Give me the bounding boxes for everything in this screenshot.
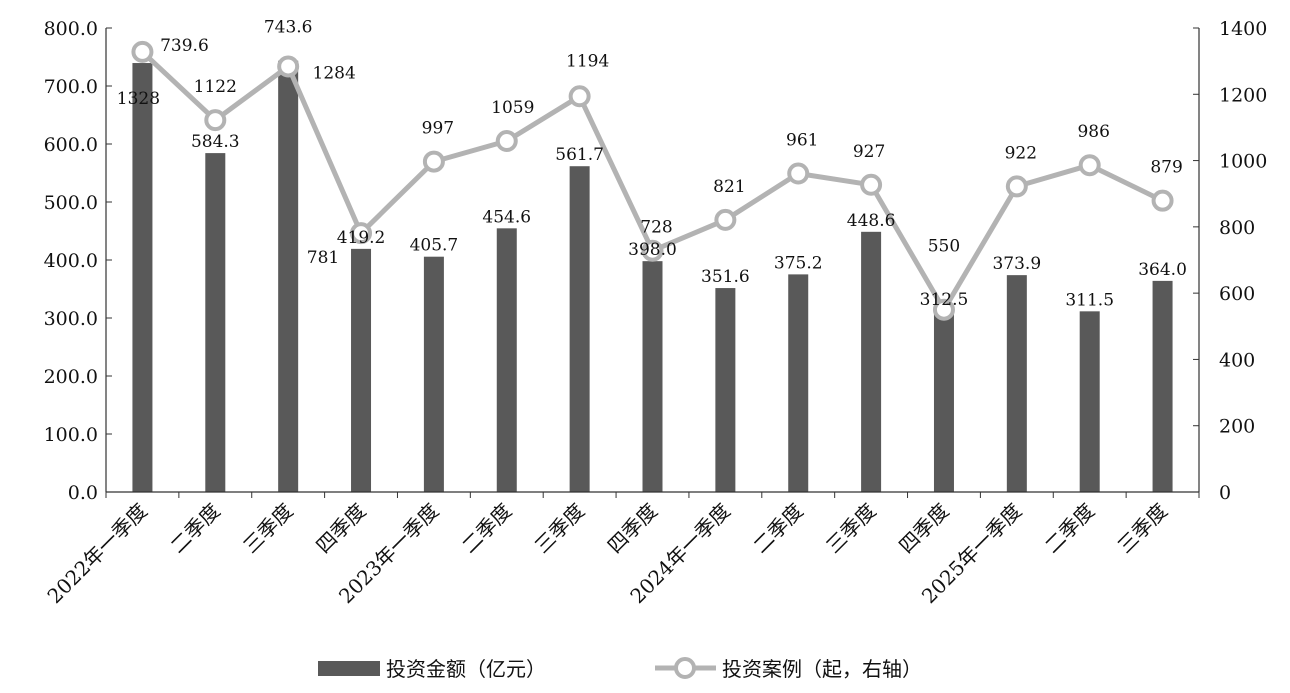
bar <box>569 166 590 493</box>
y-left-tick-label: 500.0 <box>44 192 98 214</box>
bar <box>132 63 153 492</box>
line-value-label: 1194 <box>566 51 609 71</box>
legend-line-label: 投资案例（起，右轴） <box>722 657 922 681</box>
bar <box>642 261 663 492</box>
y-right-tick-label: 1200 <box>1219 84 1267 106</box>
y-left-tick-label: 100.0 <box>44 424 98 446</box>
bar-value-label: 375.2 <box>774 253 823 273</box>
bar <box>496 228 517 492</box>
line-value-label: 728 <box>640 218 672 238</box>
line-value-label: 961 <box>786 130 818 150</box>
y-right-tick-label: 0 <box>1219 482 1231 504</box>
bar-value-label: 351.6 <box>701 267 750 287</box>
y-right-tick-label: 800 <box>1219 217 1255 239</box>
line-point <box>1151 189 1174 212</box>
bar <box>861 231 882 492</box>
y-right-tick-label: 600 <box>1219 283 1255 305</box>
x-tick-label: 二季度 <box>457 499 516 558</box>
bar-value-label: 584.3 <box>191 132 240 152</box>
x-tick-label: 四季度 <box>311 499 370 558</box>
legend: 投资金额（亿元） 投资案例（起，右轴） <box>318 657 922 681</box>
line-point <box>1005 175 1028 198</box>
bar-value-label: 743.6 <box>264 18 313 38</box>
line-value-label: 1059 <box>491 98 534 118</box>
line-point <box>860 173 883 196</box>
y-left-tick-label: 600.0 <box>44 134 98 156</box>
y-left-tick-label: 700.0 <box>44 76 98 98</box>
bar <box>205 153 226 492</box>
bar-value-label: 454.6 <box>482 207 531 227</box>
legend-bar-swatch <box>318 661 380 676</box>
x-tick-label: 四季度 <box>603 499 662 558</box>
bar <box>351 248 372 492</box>
bar-value-label: 419.2 <box>337 228 386 248</box>
bar-value-label: 448.6 <box>847 211 896 231</box>
legend-bar-label: 投资金额（亿元） <box>386 657 546 681</box>
bar <box>423 256 444 492</box>
line-value-label: 1122 <box>194 77 237 97</box>
line-point <box>204 109 227 132</box>
bar <box>278 60 299 492</box>
bar-value-label: 398.0 <box>628 240 677 260</box>
y-left-tick-label: 0.0 <box>68 482 98 504</box>
bar <box>788 274 809 492</box>
line-value-label: 781 <box>307 248 339 268</box>
y-left-tick-label: 800.0 <box>44 18 98 40</box>
x-tick-label: 三季度 <box>1113 499 1172 558</box>
bar-value-label: 373.9 <box>992 254 1041 274</box>
bar-value-label: 561.7 <box>555 145 604 165</box>
x-tick-label: 三季度 <box>530 499 589 558</box>
bar-value-label: 405.7 <box>410 236 459 256</box>
bar <box>715 288 736 492</box>
bar-value-label: 311.5 <box>1065 290 1114 310</box>
line-point <box>787 162 810 185</box>
x-tick-label: 三季度 <box>238 499 297 558</box>
line-value-label: 879 <box>1150 158 1182 178</box>
line-point <box>495 130 518 153</box>
y-right-tick-label: 1400 <box>1219 18 1267 40</box>
bar <box>1006 275 1027 492</box>
line-point <box>131 40 154 63</box>
x-tick-label: 二季度 <box>748 499 807 558</box>
x-tick-label: 四季度 <box>894 499 953 558</box>
line-layer <box>131 40 1174 321</box>
x-tick-label: 2022年一季度 <box>42 499 152 609</box>
y-right-tick-label: 400 <box>1219 349 1255 371</box>
line-point <box>1078 154 1101 177</box>
bar-value-label: 739.6 <box>160 36 209 56</box>
y-right-tick-label: 1000 <box>1219 151 1267 173</box>
bars-layer <box>132 60 1173 493</box>
line-value-label: 821 <box>713 177 745 197</box>
legend-line-marker <box>674 657 696 679</box>
line-value-label: 1284 <box>313 63 356 83</box>
line-value-label: 1328 <box>117 89 160 109</box>
line-point <box>422 150 445 173</box>
x-tick-label: 三季度 <box>821 499 880 558</box>
y-left-tick-label: 400.0 <box>44 250 98 272</box>
labels-layer: 739.6 584.3 743.6 419.2 405.7 454.6 561.7 398.0… <box>117 18 1187 311</box>
line-point <box>714 208 737 231</box>
line-point <box>277 55 300 78</box>
line-value-label: 927 <box>853 142 885 162</box>
x-tick-label: 二季度 <box>1040 499 1099 558</box>
line-point <box>641 239 664 262</box>
line-value-label: 922 <box>1005 143 1037 163</box>
line-point <box>568 85 591 108</box>
bar <box>1079 311 1100 492</box>
x-tick-label: 二季度 <box>165 499 224 558</box>
line-value-label: 986 <box>1077 122 1109 142</box>
y-right-tick-label: 200 <box>1219 416 1255 438</box>
line-value-label: 997 <box>422 119 454 139</box>
y-left-tick-label: 300.0 <box>44 308 98 330</box>
line-value-label: 550 <box>928 237 960 257</box>
bar-value-label: 312.5 <box>920 290 969 310</box>
bar-value-label: 364.0 <box>1138 260 1187 280</box>
bar <box>933 310 954 492</box>
bar <box>1152 280 1173 492</box>
line-point <box>932 298 955 321</box>
y-left-tick-label: 200.0 <box>44 366 98 388</box>
line-point <box>350 222 373 245</box>
